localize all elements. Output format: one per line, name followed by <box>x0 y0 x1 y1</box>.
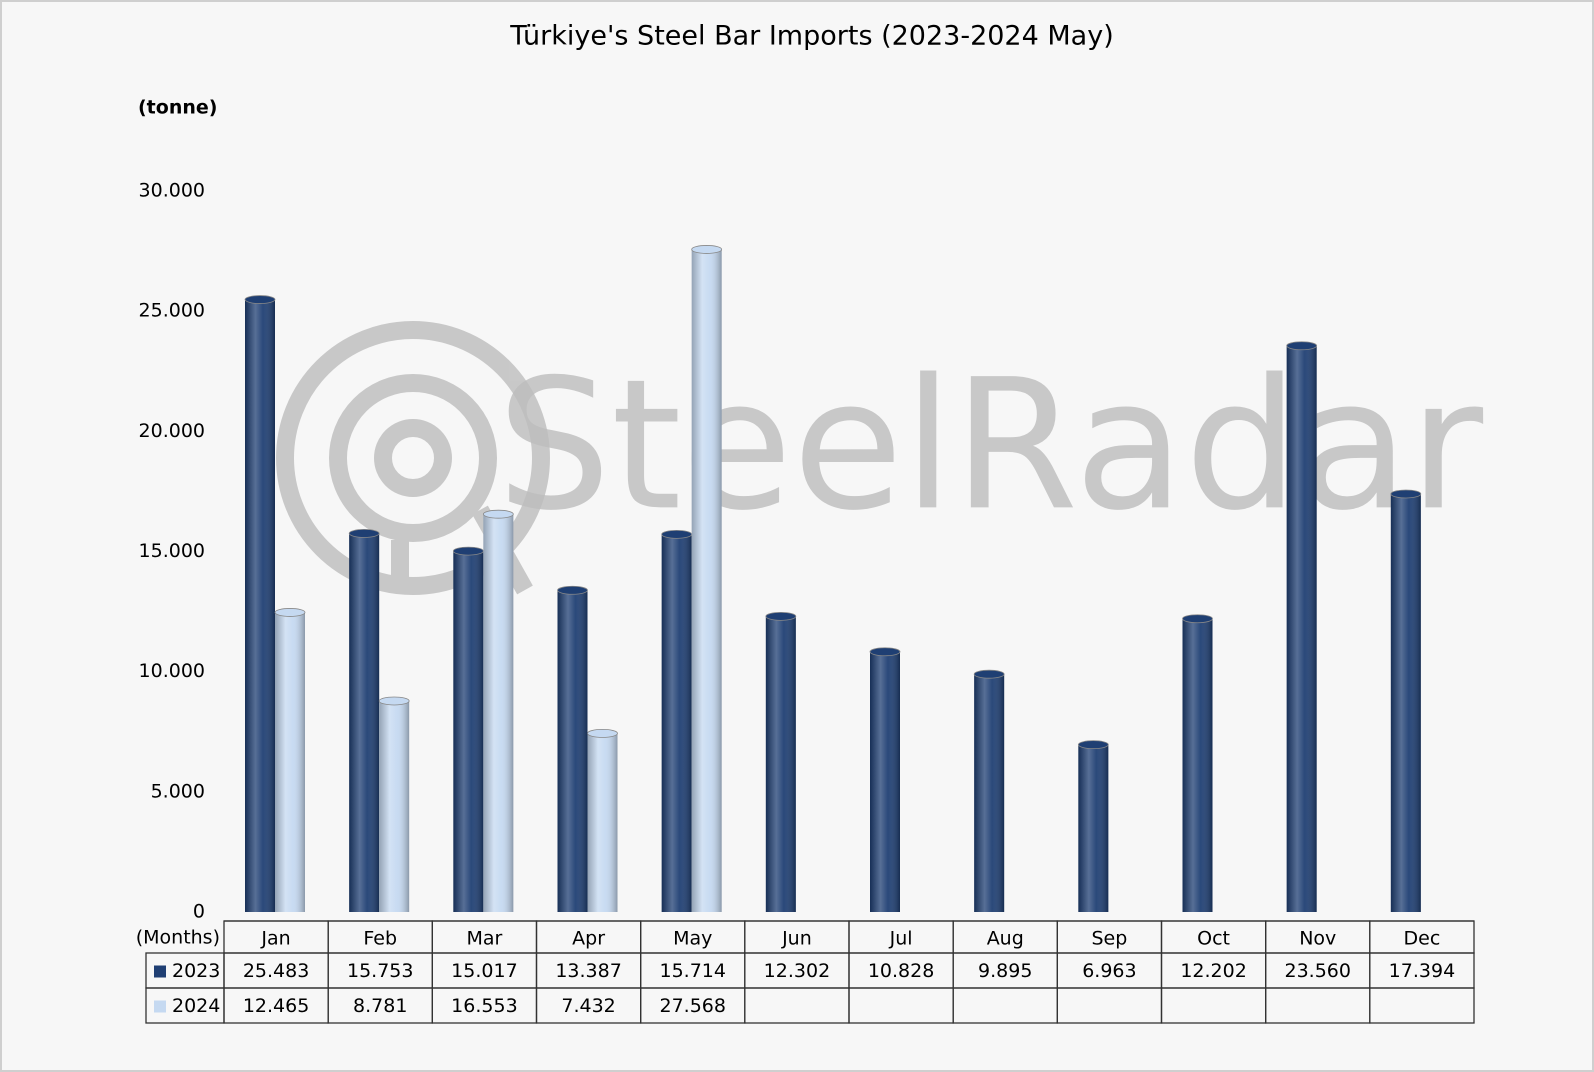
table-cell <box>1369 987 1475 1024</box>
x-axis-label: (Months) <box>136 927 220 949</box>
bar-shading <box>691 249 722 912</box>
bar-shading <box>483 514 514 912</box>
data-label: 7.432 <box>561 995 615 1017</box>
bar-shading <box>870 651 900 912</box>
x-tick-label: Oct <box>1197 928 1230 950</box>
bar-cap <box>244 295 276 304</box>
x-tick-label: Apr <box>572 928 605 950</box>
data-label: 10.828 <box>868 960 934 982</box>
legend-label: 2023 <box>172 960 220 982</box>
bar-cap <box>557 585 588 595</box>
y-tick-label: 5.000 <box>151 780 205 802</box>
bar-shading <box>765 616 796 912</box>
data-label: 16.553 <box>451 995 517 1017</box>
data-label: 6.963 <box>1082 960 1136 982</box>
bar-cap <box>452 546 484 556</box>
bar-shading <box>1286 345 1317 912</box>
bar-cap <box>869 647 901 657</box>
data-label: 25.483 <box>243 960 309 982</box>
bar-shading <box>275 612 305 912</box>
bar-shading <box>974 674 1005 912</box>
bar-cap <box>587 728 618 738</box>
data-label: 15.714 <box>660 960 726 982</box>
data-label: 13.387 <box>555 960 621 982</box>
bar-cap <box>348 529 380 538</box>
x-tick-label: Sep <box>1092 928 1128 950</box>
data-label: 8.781 <box>353 995 407 1017</box>
data-label: 15.017 <box>451 960 517 982</box>
bar-cap <box>691 245 723 254</box>
x-tick-label: Jun <box>781 928 812 950</box>
data-label: 23.560 <box>1285 960 1351 982</box>
legend-swatch <box>154 1000 166 1013</box>
data-label: 12.302 <box>764 960 830 982</box>
bar-shading <box>661 534 692 912</box>
bar-shading <box>349 533 380 912</box>
y-tick-label: 10.000 <box>139 660 205 682</box>
bar-shading <box>1182 618 1213 912</box>
bar-shading <box>557 590 588 912</box>
x-tick-label: Dec <box>1404 928 1441 950</box>
data-label: 17.394 <box>1389 960 1455 982</box>
bar-shading <box>1390 493 1421 912</box>
y-tick-label: 0 <box>193 901 205 923</box>
bar-shading <box>245 299 275 912</box>
bar-cap <box>378 696 410 706</box>
legend-swatch <box>154 965 166 978</box>
bar-cap <box>661 529 693 539</box>
bar-shading <box>587 733 618 912</box>
data-label: 12.465 <box>243 995 309 1017</box>
data-label: 12.202 <box>1180 960 1246 982</box>
bar-cap <box>765 611 797 621</box>
bar-cap <box>1286 341 1318 351</box>
y-tick-label: 30.000 <box>139 180 205 202</box>
x-tick-label: Mar <box>466 928 502 950</box>
bar-cap <box>973 669 1005 679</box>
x-tick-label: Nov <box>1299 928 1336 950</box>
chart-title: Türkiye's Steel Bar Imports (2023-2024 M… <box>509 21 1113 52</box>
y-axis-label: (tonne) <box>138 97 217 119</box>
x-tick-label: May <box>673 928 712 950</box>
bar-cap <box>1182 614 1213 624</box>
x-tick-label: Aug <box>987 928 1024 950</box>
bar-shading <box>1078 744 1109 912</box>
y-tick-label: 20.000 <box>139 420 205 442</box>
x-tick-label: Jan <box>260 928 290 950</box>
y-tick-label: 25.000 <box>139 300 205 322</box>
x-tick-label: Feb <box>363 928 397 950</box>
y-tick-label: 15.000 <box>139 540 205 562</box>
data-label: 9.895 <box>978 960 1032 982</box>
legend-label: 2024 <box>172 995 220 1017</box>
bar-cap <box>1077 740 1109 750</box>
watermark: SteelRadar <box>497 341 1483 550</box>
bar-shading <box>379 700 410 912</box>
data-label: 27.568 <box>660 995 726 1017</box>
data-label: 15.753 <box>347 960 413 982</box>
x-tick-label: Jul <box>889 928 913 950</box>
bar-cap <box>1390 489 1422 499</box>
bar-cap <box>274 608 306 617</box>
bar-shading <box>453 551 484 912</box>
bar-cap <box>482 509 514 519</box>
